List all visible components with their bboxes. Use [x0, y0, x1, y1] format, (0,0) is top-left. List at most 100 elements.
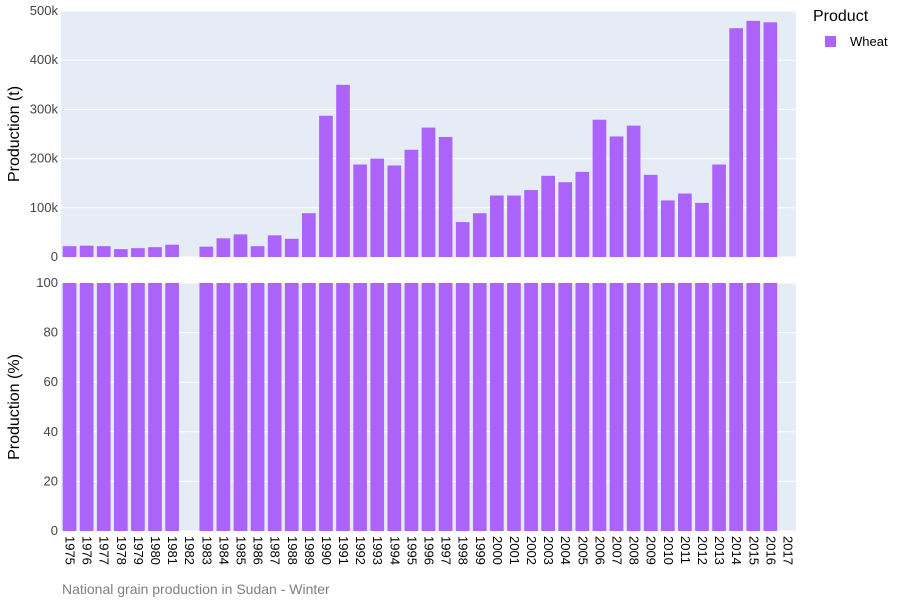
- x-tick-label: 1985: [233, 536, 248, 565]
- bar: [763, 283, 778, 531]
- bar: [438, 283, 453, 531]
- x-tick-label: 1978: [114, 536, 129, 565]
- bar: [592, 119, 607, 258]
- bar: [284, 238, 299, 257]
- bar: [199, 283, 214, 531]
- y-tick-label: 80: [44, 325, 58, 340]
- x-tick-label: 1975: [63, 536, 78, 565]
- bar: [643, 174, 658, 257]
- x-tick-label: 2005: [575, 536, 590, 565]
- bar: [712, 283, 726, 531]
- bar: [490, 283, 504, 531]
- legend: Product Wheat: [813, 8, 888, 49]
- bar: [148, 247, 162, 257]
- y-axis-title: Production (%): [6, 354, 23, 460]
- x-tick-label: 2003: [541, 536, 556, 565]
- bar: [96, 246, 111, 257]
- x-tick-label: 2015: [746, 536, 761, 565]
- bar: [626, 283, 641, 531]
- x-tick-label: 1995: [404, 536, 419, 565]
- x-tick-label: 2013: [712, 536, 727, 565]
- chart-caption: National grain production in Sudan - Win…: [62, 581, 330, 597]
- y-tick-label: 60: [44, 374, 58, 389]
- bar: [729, 283, 744, 531]
- bar: [626, 125, 641, 257]
- x-tick-label: 2016: [763, 536, 778, 565]
- bar: [729, 28, 744, 257]
- bar: [336, 84, 350, 257]
- x-tick-label: 1979: [131, 536, 146, 565]
- y-tick-label: 100k: [30, 200, 59, 215]
- x-tick-label: 1999: [473, 536, 488, 565]
- bar: [233, 283, 248, 531]
- bar: [455, 222, 470, 257]
- y-tick-label: 500k: [30, 3, 59, 18]
- x-tick-label: 1990: [319, 536, 334, 565]
- bar: [404, 283, 419, 531]
- bar: [165, 244, 179, 257]
- bar: [712, 164, 726, 257]
- x-tick-label: 2014: [729, 536, 744, 565]
- x-tick-label: 1997: [439, 536, 454, 565]
- bar: [387, 283, 402, 531]
- bar: [370, 158, 385, 257]
- bar: [336, 283, 350, 531]
- bar: [695, 283, 709, 531]
- bar: [524, 190, 538, 257]
- bar: [250, 283, 265, 531]
- bar: [421, 283, 436, 531]
- legend-title: Product: [813, 8, 869, 25]
- bar: [575, 171, 590, 257]
- bar: [609, 283, 624, 531]
- bar: [302, 213, 316, 257]
- bar: [302, 283, 316, 531]
- bar: [79, 283, 94, 531]
- bar: [678, 283, 692, 531]
- x-tick-label: 1998: [456, 536, 471, 565]
- bar: [404, 149, 419, 257]
- x-tick-label: 1992: [353, 536, 368, 565]
- x-tick-label: 1986: [251, 536, 266, 565]
- y-tick-label: 20: [44, 473, 58, 488]
- y-tick-label: 300k: [30, 101, 59, 116]
- legend-item-wheat[interactable]: Wheat: [813, 34, 888, 49]
- bar: [250, 246, 265, 257]
- bar: [131, 248, 145, 257]
- bar: [284, 283, 299, 531]
- x-tick-label: 1976: [80, 536, 95, 565]
- x-tick-label: 1977: [97, 536, 112, 565]
- x-tick-label: 1988: [285, 536, 300, 565]
- bar: [233, 234, 248, 257]
- bar: [387, 165, 402, 257]
- x-tick-label: 1987: [268, 536, 283, 565]
- bar: [558, 182, 573, 257]
- bar: [216, 283, 231, 531]
- x-tick-label: 2008: [627, 536, 642, 565]
- bar: [609, 136, 624, 257]
- x-tick-label: 2009: [644, 536, 659, 565]
- x-tick-label: 1982: [182, 536, 197, 565]
- x-tick-label: 1989: [302, 536, 317, 565]
- legend-label: Wheat: [850, 34, 888, 49]
- bar: [507, 195, 521, 257]
- y-tick-label: 0: [51, 523, 58, 538]
- bar: [507, 283, 521, 531]
- bar: [353, 283, 367, 531]
- y-tick-label: 100: [36, 275, 58, 290]
- bar: [541, 283, 555, 531]
- x-tick-label: 1991: [336, 536, 351, 565]
- bar: [421, 127, 436, 257]
- y-tick-label: 400k: [30, 52, 59, 67]
- bar: [319, 115, 333, 258]
- x-tick-label: 2011: [678, 536, 693, 564]
- x-tick-label: 2007: [610, 536, 625, 565]
- x-tick-label: 1981: [165, 536, 180, 565]
- bar: [678, 193, 692, 257]
- x-tick-label: 2017: [780, 536, 795, 565]
- bar: [660, 283, 675, 531]
- bar: [541, 175, 555, 257]
- bar: [370, 283, 385, 531]
- bar: [746, 20, 761, 258]
- x-tick-label: 1996: [422, 536, 437, 565]
